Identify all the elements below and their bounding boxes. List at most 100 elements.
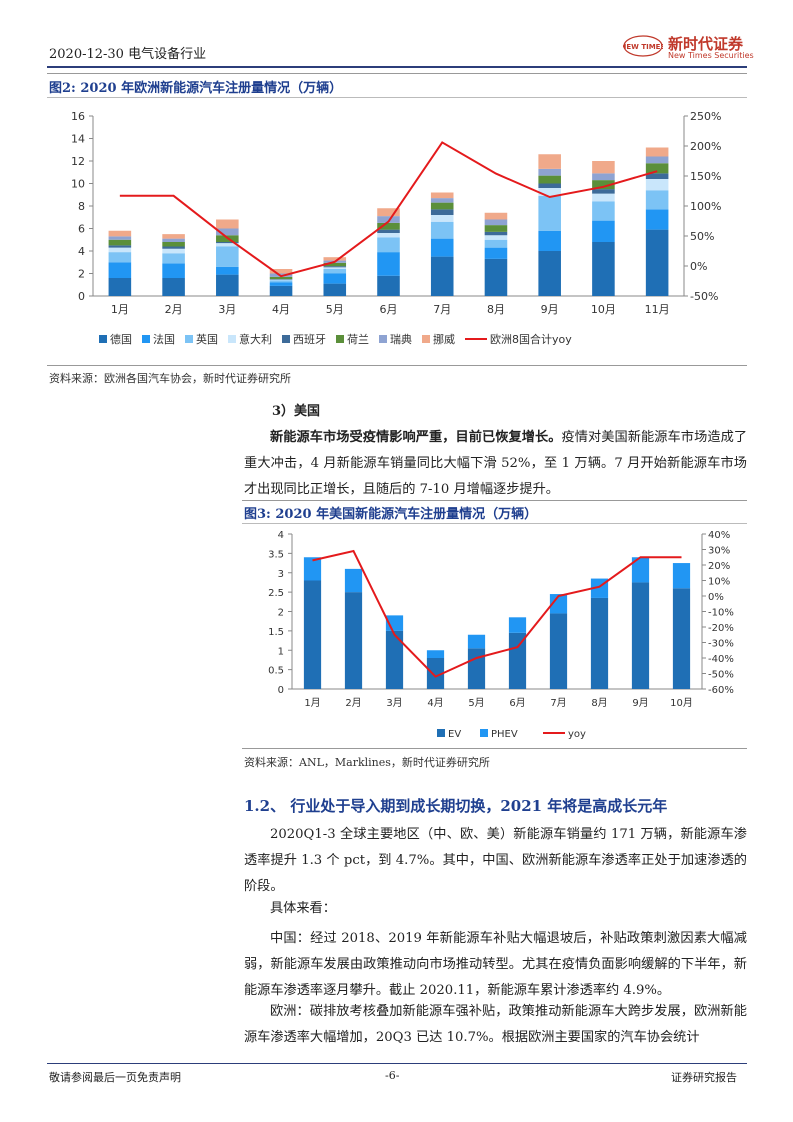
y2-tick-label: -40% <box>708 654 734 665</box>
y2-tick-label: -20% <box>708 623 734 634</box>
para-us-bold: 新能源车市场受疫情影响严重，目前已恢复增长。 <box>270 430 562 445</box>
legend-label: 欧洲8国合计yoy <box>490 332 572 346</box>
bar-segment <box>162 248 185 254</box>
bar-segment <box>323 283 347 296</box>
bar-segment <box>484 225 508 232</box>
bar-segment <box>549 613 568 689</box>
legend-label: 英国 <box>196 332 218 346</box>
legend-swatch <box>228 335 236 343</box>
page-number: -6- <box>385 1069 400 1082</box>
fig3-title-rule <box>242 523 747 524</box>
bar-segment <box>269 285 293 296</box>
legend-swatch <box>142 335 150 343</box>
bar-segment <box>377 237 400 253</box>
bar-segment <box>303 557 322 581</box>
bar-segment <box>108 230 132 237</box>
bar-segment <box>645 163 669 174</box>
x-tick-label: 4月 <box>427 697 443 709</box>
bar-segment <box>538 251 561 296</box>
bar-segment <box>484 231 508 236</box>
y2-tick-label: 150% <box>690 170 721 183</box>
y-tick-label: 1.5 <box>268 627 284 638</box>
y2-tick-label: 100% <box>690 200 721 213</box>
x-tick-label: 2月 <box>165 303 183 316</box>
bar-segment <box>323 266 347 268</box>
bar-segment <box>484 247 508 259</box>
header-date-dept: 2020-12-30 电气设备行业 <box>49 47 207 62</box>
bar-segment <box>323 262 347 267</box>
bar-segment <box>216 219 239 229</box>
bar-segment <box>216 242 239 244</box>
y-tick-label: 2 <box>78 268 85 281</box>
x-tick-label: 7月 <box>433 303 451 316</box>
bar-segment <box>269 279 293 281</box>
bar-segment <box>269 269 293 274</box>
fig3-title: 图3: 2020 年美国新能源汽车注册量情况（万辆） <box>244 507 538 522</box>
fig3-top-rule <box>242 500 747 501</box>
para-us: 新能源车市场受疫情影响严重，目前已恢复增长。疫情对美国新能源车市场造成了重大冲击… <box>244 425 747 503</box>
y2-tick-label: -50% <box>708 670 734 681</box>
y-tick-label: 0 <box>278 685 284 696</box>
bar-segment <box>323 273 347 284</box>
section-us-heading: 3）美国 <box>272 404 321 419</box>
legend-swatch <box>282 335 290 343</box>
bar-segment <box>430 202 454 210</box>
legend-label: 德国 <box>110 332 132 346</box>
footer-report-type: 证券研究报告 <box>671 1071 737 1084</box>
bar-segment <box>377 252 400 276</box>
y-tick-label: 3 <box>278 569 284 580</box>
bar-segment <box>484 258 508 296</box>
legend-swatch <box>185 335 193 343</box>
bar-segment <box>108 236 132 240</box>
bar-segment <box>108 245 132 248</box>
para-4: 欧洲：碳排放考核叠加新能源车强补贴，政策推动新能源车大跨步发展，欧洲新能源车渗透… <box>244 1004 747 1045</box>
x-tick-label: 10月 <box>670 697 693 709</box>
bar-segment <box>645 229 669 296</box>
bar-segment <box>538 230 561 251</box>
bar-segment <box>484 235 508 240</box>
bar-segment <box>377 229 400 233</box>
section-heading-1-2: 1.2、 行业处于导入期到成长期切换，2021 年将是高成长元年 <box>244 797 668 815</box>
x-tick-label: 9月 <box>632 697 648 709</box>
bar-segment <box>108 262 132 278</box>
bar-segment <box>430 209 454 215</box>
bar-segment <box>672 588 691 689</box>
logo-name-en: New Times Securities <box>668 51 754 60</box>
bar-segment <box>323 257 347 261</box>
bar-segment <box>430 215 454 222</box>
bar-segment <box>672 563 691 589</box>
bar-segment <box>162 234 185 239</box>
bar-segment <box>377 233 400 238</box>
bar-segment <box>590 597 609 689</box>
bar-segment <box>631 557 650 583</box>
legend-label: EV <box>448 729 461 740</box>
x-tick-label: 10月 <box>591 303 616 316</box>
bar-segment <box>592 193 615 202</box>
bar-segment <box>592 220 615 242</box>
x-tick-label: 6月 <box>380 303 398 316</box>
fig2-title: 图2: 2020 年欧洲新能源汽车注册量情况（万辆） <box>49 81 343 96</box>
bar-segment <box>592 180 615 190</box>
bar-segment <box>645 156 669 164</box>
bar-segment <box>592 173 615 181</box>
bar-segment <box>344 568 363 593</box>
bar-segment <box>162 263 185 278</box>
bar-segment <box>426 658 445 689</box>
fig2-source: 资料来源：欧洲各国汽车协会，新时代证券研究所 <box>49 372 291 385</box>
legend-label: 法国 <box>153 332 175 346</box>
x-tick-label: 1月 <box>304 697 320 709</box>
legend-swatch <box>379 335 387 343</box>
legend-swatch <box>480 729 488 737</box>
bar-segment <box>216 243 239 247</box>
y-tick-label: 1 <box>278 646 284 657</box>
para-3: 中国：经过 2018、2019 年新能源车补贴大幅退坡后，补贴政策刺激因素大幅减… <box>244 931 747 998</box>
bar-segment <box>162 242 185 247</box>
x-tick-label: 5月 <box>326 303 344 316</box>
bar-segment <box>645 209 669 230</box>
bar-segment <box>484 212 508 220</box>
bar-segment <box>538 188 561 196</box>
bar-segment <box>269 279 293 280</box>
bar-segment <box>467 634 486 649</box>
bar-segment <box>385 630 404 689</box>
bar-segment <box>426 650 445 658</box>
